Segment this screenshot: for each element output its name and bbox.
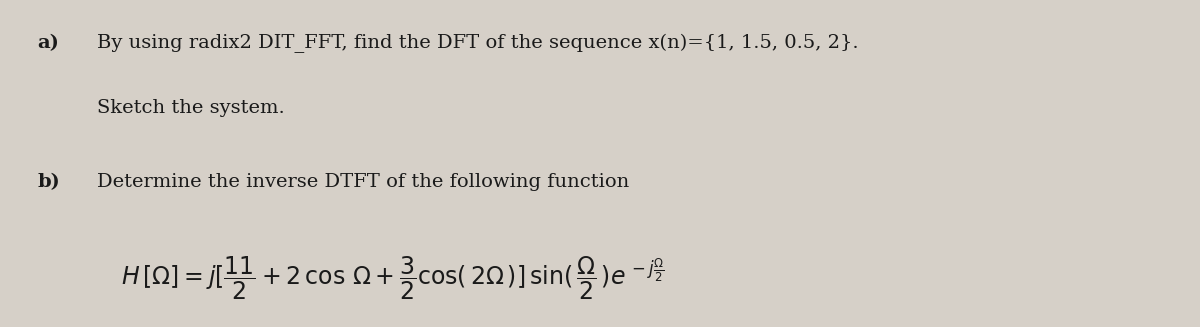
Text: Sketch the system.: Sketch the system. [97, 99, 284, 117]
Text: b): b) [37, 173, 60, 191]
Text: By using radix2 DIT_FFT, find the DFT of the sequence x(n)={1, 1.5, 0.5, 2}.: By using radix2 DIT_FFT, find the DFT of… [97, 34, 859, 53]
Text: a): a) [37, 34, 59, 52]
Text: Determine the inverse DTFT of the following function: Determine the inverse DTFT of the follow… [97, 173, 630, 191]
Text: $H\,[\Omega] = j[\dfrac{11}{2} + 2\,\cos\,\Omega + \dfrac{3}{2}\cos(\,2\Omega\,): $H\,[\Omega] = j[\dfrac{11}{2} + 2\,\cos… [121, 254, 665, 302]
